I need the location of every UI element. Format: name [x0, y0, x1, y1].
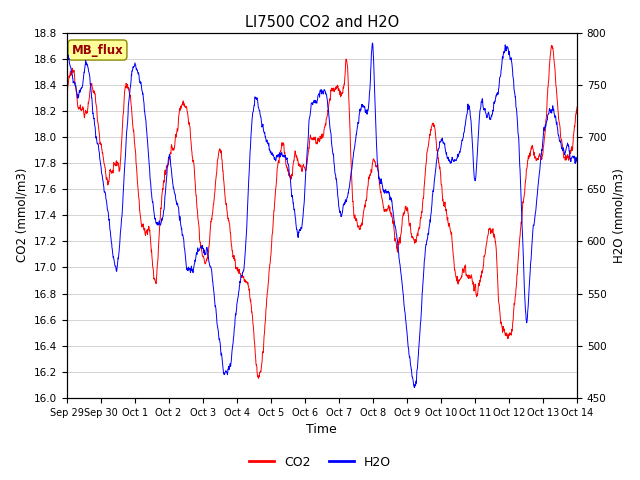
X-axis label: Time: Time: [307, 423, 337, 436]
Y-axis label: H2O (mmol/m3): H2O (mmol/m3): [612, 168, 625, 263]
Title: LI7500 CO2 and H2O: LI7500 CO2 and H2O: [244, 15, 399, 30]
Legend: CO2, H2O: CO2, H2O: [244, 451, 396, 474]
Y-axis label: CO2 (mmol/m3): CO2 (mmol/m3): [15, 168, 28, 263]
Text: MB_flux: MB_flux: [72, 44, 124, 57]
